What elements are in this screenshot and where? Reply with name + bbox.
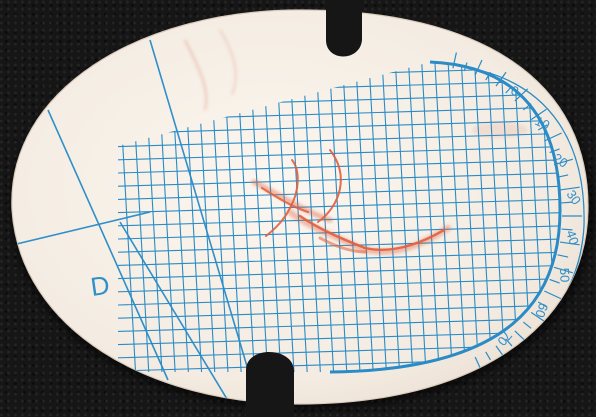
scale-tick [553,158,574,166]
grid-line-vertical [236,62,256,372]
scale-tick [537,124,548,131]
scale-tick [544,290,562,300]
scale-tick [544,132,562,142]
scale-tick [561,201,573,204]
scale-tick [514,88,529,102]
grid-line-horizontal [118,277,560,293]
scale-tick [522,103,532,111]
scale-tick [557,254,569,258]
scale-tick [549,278,560,284]
scale-tick [537,301,548,308]
grid-line-horizontal [118,264,560,280]
grid-line-horizontal [118,211,560,227]
grid-line-horizontal [118,145,560,161]
top-notch [326,0,362,57]
disc-letter-d: D [89,270,112,302]
scale-tick [559,241,580,246]
scale-tick [553,266,574,274]
grid-line-vertical [394,62,414,372]
scale-label: 0 [509,83,521,100]
grid-line-horizontal [118,119,560,135]
grid-line-horizontal [118,185,560,201]
paper-disc: 0 10 20 30 40 50 60 70 D [11,0,589,417]
scale-tick [505,85,513,94]
scale-tick [452,52,457,69]
scale-tick [495,71,507,87]
grid-line-horizontal [118,304,560,320]
grid-line-horizontal [118,330,560,346]
scale-label: 50 [557,268,572,283]
scale-tick [474,59,483,76]
scale-label: 60 [532,301,551,320]
scale-label: 10 [533,113,552,133]
grid-line-vertical [473,62,493,372]
scale-tick [549,148,560,154]
grid-line-vertical [460,62,480,372]
grid-line-horizontal [118,251,560,267]
grid-line-horizontal [118,172,560,188]
scale-tick [530,108,547,121]
scale-tick [485,71,491,81]
grid-line-vertical [368,62,388,372]
scale-tick [505,338,513,347]
bottom-notch [246,352,294,417]
grid-line-vertical [421,62,441,372]
scale-tick [561,228,573,231]
smudges [184,29,528,138]
red-tracing [251,149,451,255]
scale-tick [559,186,580,191]
grid-line-vertical [487,62,507,372]
grid-line-horizontal [118,159,560,175]
grid-line-vertical [381,62,401,372]
grid-line-horizontal [118,132,560,148]
scale-label: 40 [563,228,582,246]
grid-line-vertical [447,62,467,372]
grid-line-vertical [434,62,454,372]
scale-tick [557,174,569,178]
scale-label: 30 [564,187,585,207]
grid-line-vertical [407,62,427,372]
scale-tick [522,321,532,329]
scale-tick [463,62,468,72]
scale-tick [485,351,491,361]
grid-line-horizontal [118,291,560,307]
grid-line-horizontal [118,225,560,241]
scale-label: 20 [550,150,570,171]
grid-line-horizontal [118,317,560,333]
grid-arc [329,60,562,374]
